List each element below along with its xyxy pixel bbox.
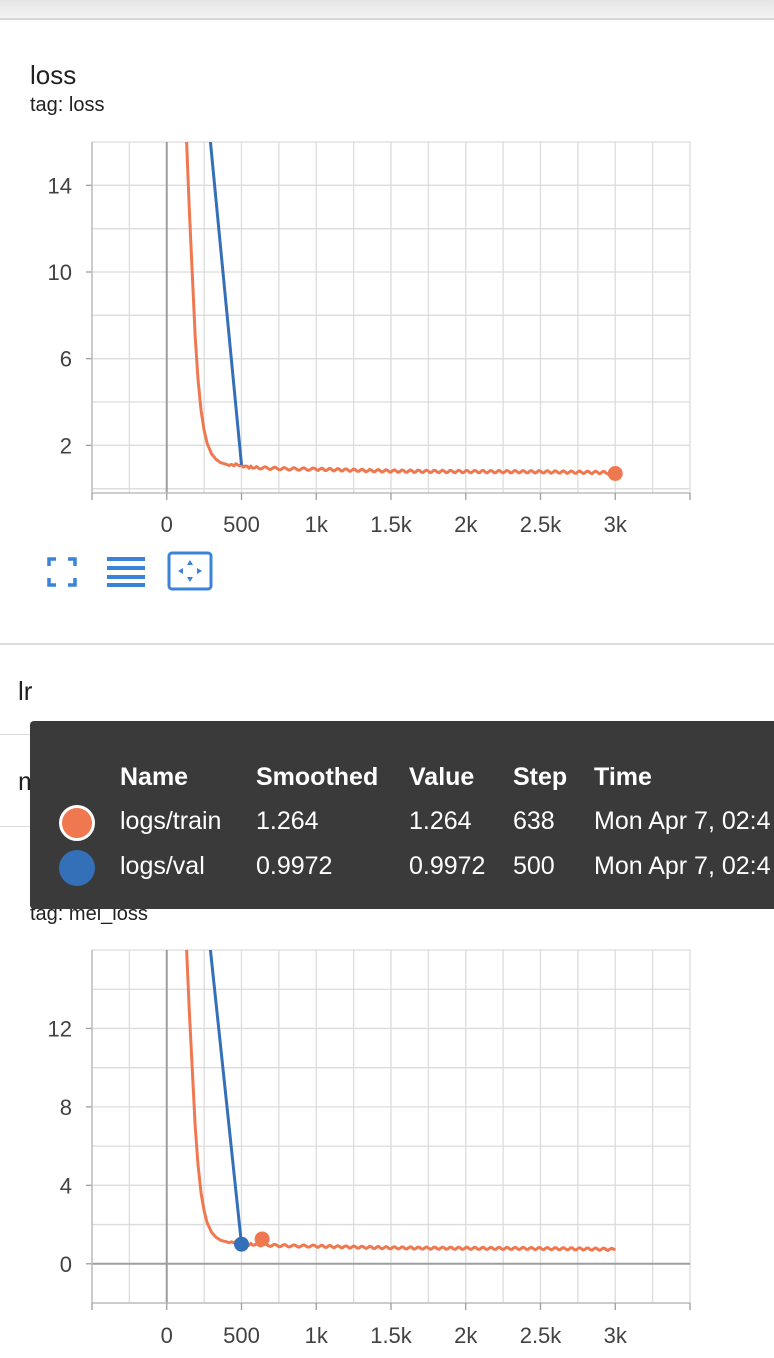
series-line-logs-train	[185, 142, 617, 476]
top-toolbar-strip	[0, 0, 774, 20]
tooltip-row-smoothed: 1.264	[256, 807, 319, 835]
series-group	[185, 950, 617, 1252]
chart-tooltip: Name Smoothed Value Step Time logs/train…	[30, 721, 774, 909]
mel-loss-chart[interactable]: 0 500 1k 1.5k 2k 2.5k 3k 0 4 8 12	[0, 940, 774, 1358]
card-divider	[0, 643, 774, 645]
x-tick-label: 2.5k	[520, 512, 563, 537]
card-tag-loss: tag: loss	[30, 94, 105, 116]
card-title-loss: loss	[30, 60, 77, 90]
series-marker-logs-val	[234, 1236, 249, 1252]
tooltip-header-value: Value	[409, 763, 475, 791]
loss-chart[interactable]: 0 500 1k 1.5k 2k 2.5k 3k 2 6 10 14	[0, 130, 774, 550]
x-tick-label: 1.5k	[370, 1323, 413, 1348]
series-line-logs-val	[208, 950, 243, 1245]
fit-domain-icon[interactable]	[167, 551, 213, 591]
tooltip-row-name: logs/train	[120, 807, 222, 835]
x-tick-label: 500	[223, 1323, 260, 1348]
data-table-icon[interactable]	[106, 556, 146, 588]
y-tick-label: 6	[60, 347, 72, 372]
card-title-lr[interactable]: lr	[18, 676, 33, 706]
x-tick-label: 500	[223, 512, 260, 537]
x-tick-label: 1k	[305, 1323, 329, 1348]
tooltip-header-time: Time	[594, 763, 652, 791]
y-tick-label: 14	[48, 173, 72, 198]
tooltip-header-name: Name	[120, 763, 189, 791]
y-tick-label: 10	[48, 260, 72, 285]
series-line-logs-train	[185, 950, 617, 1252]
fullscreen-icon-glyph	[47, 557, 77, 587]
tooltip-row-step: 638	[513, 807, 555, 835]
tooltip-row-name: logs/val	[120, 852, 205, 880]
x-tick-label: 2.5k	[520, 1323, 563, 1348]
x-tick-label: 0	[161, 512, 173, 537]
tooltip-row-time: Mon Apr 7, 02:4	[594, 852, 771, 880]
x-tick-label: 3k	[604, 512, 628, 537]
tooltip-row-smoothed: 0.9972	[256, 852, 333, 880]
tooltip-row-value: 1.264	[409, 807, 472, 835]
x-tick-label: 2k	[454, 1323, 478, 1348]
fit-domain-icon-glyph	[167, 551, 213, 591]
series-marker-logs-train	[607, 466, 623, 481]
x-tick-label: 2k	[454, 512, 478, 537]
tooltip-row-step: 500	[513, 852, 555, 880]
series-marker-logs-train	[254, 1231, 270, 1247]
tooltip-row-time: Mon Apr 7, 02:4	[594, 807, 771, 835]
x-tick-label: 0	[161, 1323, 173, 1348]
data-table-icon-glyph	[107, 557, 145, 587]
x-tick-label: 1k	[305, 512, 329, 537]
x-tick-label: 1.5k	[370, 512, 413, 537]
x-tick-label: 3k	[604, 1323, 628, 1348]
fullscreen-icon[interactable]	[46, 556, 78, 588]
y-tick-label: 12	[48, 1016, 72, 1041]
y-tick-label: 8	[60, 1095, 72, 1120]
tooltip-row-value: 0.9972	[409, 852, 486, 880]
y-tick-label: 2	[60, 433, 72, 458]
series-line-logs-val	[208, 142, 243, 465]
series-color-dot	[59, 850, 95, 886]
series-group	[185, 142, 617, 476]
y-tick-label: 4	[60, 1173, 72, 1198]
series-color-dot	[59, 805, 95, 841]
y-tick-label: 0	[60, 1252, 72, 1277]
tooltip-header-step: Step	[513, 763, 568, 791]
tooltip-header-smoothed: Smoothed	[256, 763, 379, 791]
